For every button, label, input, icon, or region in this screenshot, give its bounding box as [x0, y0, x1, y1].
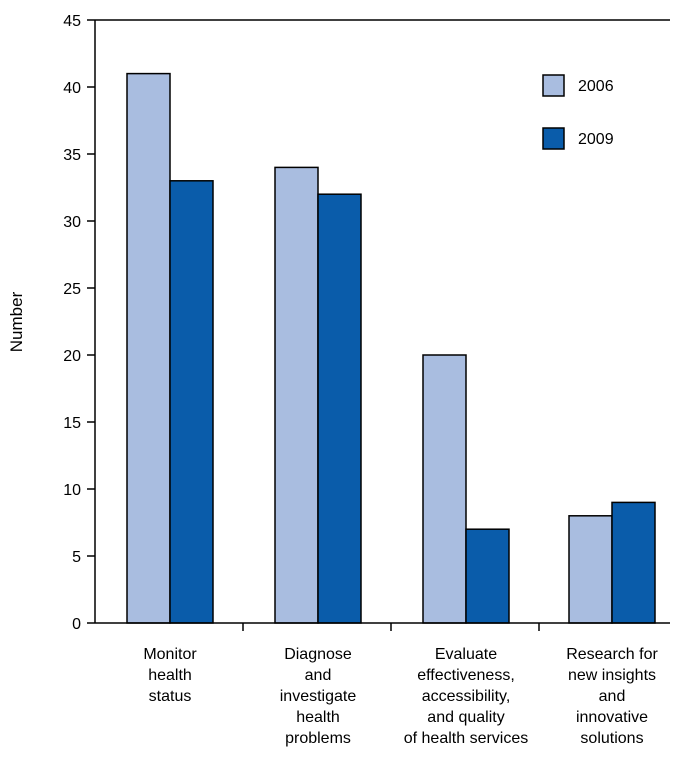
- bar-2009-3: [465, 528, 510, 624]
- y-axis-ticks: 0 5 10 15 20 25 30 35 40 45: [63, 13, 95, 633]
- y-tick-label: 5: [72, 549, 81, 566]
- y-tick-label: 0: [72, 616, 81, 633]
- category-label-1: Monitor health status: [143, 646, 197, 705]
- category-label-2: Diagnose and investigate health problems: [280, 646, 357, 747]
- legend-swatch-2006: [542, 74, 565, 97]
- y-tick-label: 20: [63, 348, 81, 365]
- bar-2009-1: [169, 180, 214, 624]
- y-tick-label: 35: [63, 147, 81, 164]
- bar-2006-1: [126, 72, 171, 624]
- bar-2009-4: [611, 501, 656, 624]
- legend-swatch-2009: [542, 127, 565, 150]
- y-tick-label: 30: [63, 214, 81, 231]
- bar-2006-4: [568, 515, 613, 624]
- y-axis-title: Number: [7, 291, 26, 352]
- y-tick-label: 15: [63, 415, 81, 432]
- y-tick-label: 25: [63, 281, 81, 298]
- category-label-4: Research for new insights and innovative sol…: [566, 646, 658, 747]
- legend-label-2009: 2009: [578, 131, 614, 148]
- y-tick-label: 10: [63, 482, 81, 499]
- legend-label-2006: 2006: [578, 78, 614, 95]
- axes: [94, 19, 670, 631]
- bar-2006-3: [422, 354, 467, 624]
- bar-groups: [126, 72, 656, 624]
- category-labels: Monitor health status Diagnose and investigat…: [143, 646, 658, 747]
- category-label-3: Evaluate effectiveness, accessibility, and …: [404, 646, 529, 747]
- bar-2009-2: [317, 193, 362, 624]
- y-tick-label: 45: [63, 13, 81, 30]
- legend: 2006 2009: [542, 74, 614, 150]
- bar-2006-2: [274, 166, 319, 624]
- y-tick-label: 40: [63, 80, 81, 97]
